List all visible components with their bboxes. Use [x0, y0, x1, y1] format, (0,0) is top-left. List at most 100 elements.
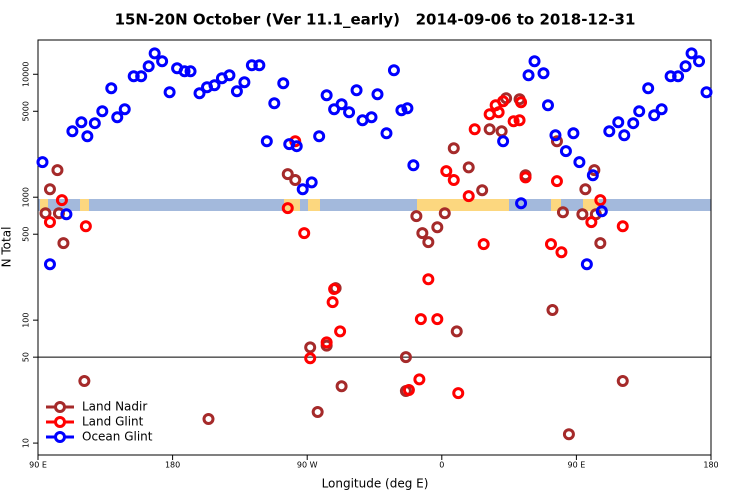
point: [245, 59, 258, 72]
point: [549, 129, 562, 142]
point: [410, 210, 423, 223]
point: [96, 105, 109, 118]
y-tick-label: 100: [22, 313, 31, 328]
point: [541, 99, 554, 112]
point: [519, 171, 532, 184]
legend-marker: [54, 431, 66, 443]
point: [43, 258, 56, 271]
point: [627, 117, 640, 130]
point: [497, 135, 510, 148]
point: [39, 207, 52, 220]
point: [208, 79, 221, 92]
point: [559, 145, 572, 158]
point: [567, 127, 580, 140]
point: [431, 313, 444, 326]
band-land: [551, 199, 561, 211]
band-land: [80, 199, 89, 211]
point: [380, 127, 393, 140]
x-tick-label: 90 W: [297, 461, 318, 470]
point: [193, 87, 206, 100]
y-tick-label: 500: [22, 227, 31, 242]
point: [513, 114, 526, 127]
legend-label: Land Nadir: [82, 400, 147, 414]
y-tick-label: 50: [22, 352, 31, 362]
band-land: [308, 199, 320, 211]
point: [468, 123, 481, 136]
point: [573, 156, 586, 169]
point: [260, 135, 273, 148]
point: [289, 174, 302, 187]
point: [60, 208, 73, 221]
point: [507, 115, 520, 128]
point: [296, 183, 309, 196]
legend-label: Land Glint: [82, 415, 144, 429]
point: [304, 341, 317, 354]
point: [440, 165, 453, 178]
point: [399, 351, 412, 364]
point: [281, 202, 294, 215]
point: [298, 227, 311, 240]
legend-label: Ocean Glint: [82, 430, 153, 444]
point: [515, 197, 528, 210]
y-tick-label: 1000: [22, 187, 31, 207]
point: [580, 258, 593, 271]
point: [422, 236, 435, 249]
chart-title: 15N-20N October (Ver 11.1_early) 2014-09…: [115, 11, 636, 29]
x-tick-label: 90 E: [29, 461, 47, 470]
point: [546, 303, 559, 316]
point: [111, 111, 124, 124]
point: [304, 352, 317, 365]
point: [305, 176, 318, 189]
point: [672, 70, 685, 83]
point: [595, 205, 608, 218]
point: [51, 164, 64, 177]
point: [407, 159, 420, 172]
y-axis-label: N Total: [0, 227, 14, 268]
point: [163, 86, 176, 99]
point: [350, 84, 363, 97]
point: [550, 175, 563, 188]
x-tick-label: 180: [165, 461, 180, 470]
point: [422, 273, 435, 286]
x-tick-label: 90 E: [568, 461, 586, 470]
point: [685, 47, 698, 60]
point: [371, 88, 384, 101]
point: [135, 70, 148, 83]
point: [277, 77, 290, 90]
point: [497, 95, 510, 108]
point: [483, 123, 496, 136]
point: [648, 109, 661, 122]
point: [320, 336, 333, 349]
point: [268, 97, 281, 110]
point: [118, 103, 131, 116]
point: [178, 65, 191, 78]
point: [555, 246, 568, 259]
point: [537, 67, 550, 80]
legend-marker: [54, 401, 66, 413]
x-tick-label: 180: [703, 461, 718, 470]
point: [88, 117, 101, 130]
point: [693, 55, 706, 68]
point: [492, 106, 505, 119]
point: [477, 238, 490, 251]
surface-band: [38, 199, 711, 211]
point: [642, 82, 655, 95]
point: [603, 125, 616, 138]
point: [616, 220, 629, 233]
point: [230, 85, 243, 98]
point: [438, 207, 451, 220]
point: [431, 221, 444, 234]
point: [612, 116, 625, 129]
point: [127, 70, 140, 83]
point: [550, 135, 563, 148]
point: [416, 227, 429, 240]
point: [335, 98, 348, 111]
point: [594, 194, 607, 207]
point: [238, 76, 251, 89]
point: [334, 325, 347, 338]
point: [320, 89, 333, 102]
point: [81, 130, 94, 143]
point: [290, 140, 303, 153]
point: [402, 384, 415, 397]
